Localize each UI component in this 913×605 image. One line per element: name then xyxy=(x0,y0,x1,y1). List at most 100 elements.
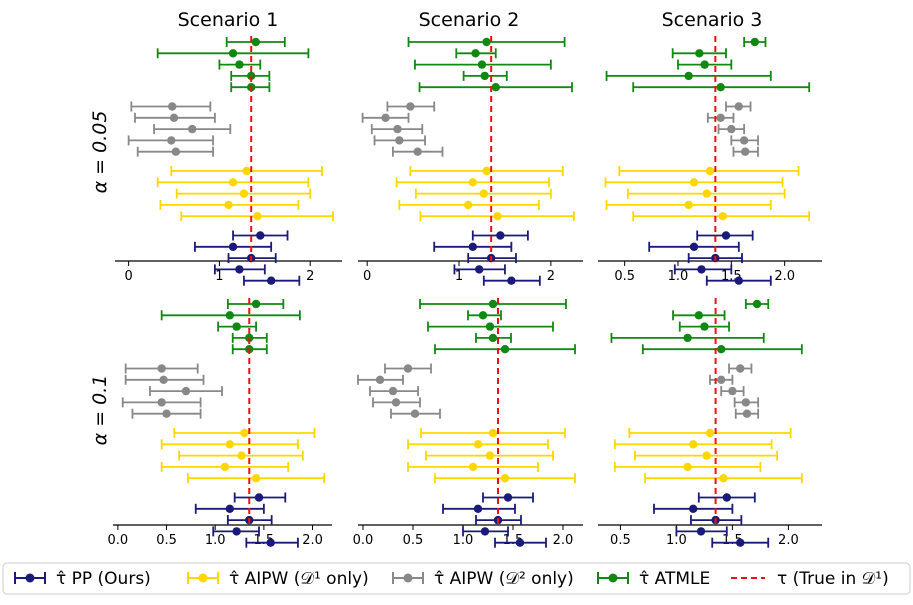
legend-entry-pp: τ̂ PP (Ours) xyxy=(14,569,151,589)
point-estimate-aipw2 xyxy=(739,136,749,145)
point-estimate-aipw1 xyxy=(718,212,727,221)
point-estimate-pp xyxy=(266,538,275,547)
point-estimate-pp xyxy=(696,527,706,536)
legend-entry-aipw2: τ̂ AIPW (𝒟² only) xyxy=(392,569,574,589)
point-estimate-pp xyxy=(225,504,234,513)
point-estimate-pp xyxy=(254,493,264,502)
panel-6: 0.5 1.0 1.5 2.0 xyxy=(598,298,822,548)
point-estimate-atmle xyxy=(471,49,480,58)
point-estimate-pp xyxy=(734,276,743,285)
point-estimate-aipw2 xyxy=(381,113,390,123)
point-estimate-pp xyxy=(689,504,698,513)
point-estimate-atmle xyxy=(232,322,241,331)
point-estimate-aipw2 xyxy=(391,398,401,407)
point-estimate-aipw1 xyxy=(251,474,261,483)
point-estimate-pp xyxy=(721,231,731,240)
point-estimate-pp xyxy=(507,276,516,285)
point-estimate-aipw1 xyxy=(493,212,502,221)
x-tick-label: 2.0 xyxy=(302,533,323,548)
point-estimate-aipw2 xyxy=(168,102,177,111)
point-estimate-aipw2 xyxy=(741,398,751,407)
row-label-alpha-01: α = 0.1 xyxy=(89,375,111,446)
point-estimate-pp xyxy=(235,265,244,274)
point-estimate-pp xyxy=(232,527,241,536)
point-estimate-atmle xyxy=(700,60,709,69)
point-estimate-aipw1 xyxy=(689,440,698,449)
point-estimate-pp xyxy=(480,527,490,536)
x-tick-label: 1 xyxy=(215,269,223,284)
point-estimate-pp xyxy=(228,242,238,251)
legend-frame xyxy=(2,562,911,595)
column-title-3: Scenario 3 xyxy=(662,9,763,31)
point-estimate-aipw1 xyxy=(500,474,510,483)
legend-marker-pp xyxy=(25,573,35,583)
point-estimate-aipw1 xyxy=(719,474,728,483)
point-estimate-pp xyxy=(256,231,265,240)
point-estimate-atmle xyxy=(500,345,510,354)
legend-marker-aipw1 xyxy=(198,573,208,583)
panels: 0 1 2 0 1 2 0.5 1.0 1.5 2.00.0 0.5 1.0 1.5 2.0 0.0 0.5 1… xyxy=(108,36,822,548)
point-estimate-aipw1 xyxy=(702,451,711,460)
point-estimate-aipw2 xyxy=(742,409,752,418)
point-estimate-aipw2 xyxy=(169,113,179,123)
point-estimate-aipw1 xyxy=(220,462,230,472)
point-estimate-atmle xyxy=(480,71,489,81)
point-estimate-aipw1 xyxy=(479,189,489,198)
point-estimate-aipw1 xyxy=(224,200,233,210)
point-estimate-atmle xyxy=(695,49,704,58)
legend-entry-atmle: τ̂ ATMLE xyxy=(597,569,710,589)
point-estimate-atmle xyxy=(251,37,260,47)
x-tick-label: 0.0 xyxy=(108,533,129,548)
point-estimate-pp xyxy=(697,265,706,274)
point-estimate-aipw2 xyxy=(157,398,166,407)
point-estimate-atmle xyxy=(251,299,261,309)
point-estimate-atmle xyxy=(694,311,703,320)
x-tick-label: 1.0 xyxy=(205,533,226,548)
legend-label-aipw1: τ̂ AIPW (𝒟¹ only) xyxy=(229,569,369,589)
point-estimate-atmle xyxy=(750,37,759,47)
point-estimate-pp xyxy=(468,242,477,251)
x-tick-label: 0.0 xyxy=(353,533,374,548)
point-estimate-pp xyxy=(503,493,513,502)
legend-label-atmle: τ̂ ATMLE xyxy=(639,569,710,589)
point-estimate-aipw1 xyxy=(253,212,262,221)
legend-marker-aipw2 xyxy=(403,573,413,583)
point-estimate-atmle xyxy=(477,60,487,69)
x-tick-label: 1.0 xyxy=(666,533,687,548)
point-estimate-aipw1 xyxy=(468,178,477,187)
legend-label-aipw2: τ̂ AIPW (𝒟² only) xyxy=(434,569,574,589)
point-estimate-aipw1 xyxy=(482,166,491,176)
point-estimate-aipw2 xyxy=(413,147,422,156)
legend-label-pp: τ̂ PP (Ours) xyxy=(56,569,151,589)
x-tick-label: 2.0 xyxy=(553,533,574,548)
point-estimate-atmle xyxy=(683,333,692,343)
point-estimate-atmle xyxy=(684,71,693,81)
point-estimate-aipw1 xyxy=(702,189,711,198)
point-estimate-pp xyxy=(689,242,699,251)
point-estimate-atmle xyxy=(245,333,254,343)
point-estimate-aipw2 xyxy=(741,147,750,156)
point-estimate-aipw1 xyxy=(705,166,715,176)
legend-marker-atmle xyxy=(608,573,618,583)
point-estimate-aipw1 xyxy=(705,428,715,438)
point-estimate-atmle xyxy=(482,37,491,47)
point-estimate-atmle xyxy=(700,322,709,331)
point-estimate-pp xyxy=(473,504,483,513)
point-estimate-atmle xyxy=(716,83,725,92)
point-estimate-aipw2 xyxy=(395,136,404,145)
point-estimate-aipw1 xyxy=(225,440,234,449)
point-estimate-aipw1 xyxy=(240,428,249,438)
x-tick-label: 2.0 xyxy=(774,269,795,284)
point-estimate-aipw1 xyxy=(683,462,692,472)
x-tick-label: 2 xyxy=(547,269,555,284)
row-label-alpha-005: α = 0.05 xyxy=(89,111,111,194)
point-estimate-aipw2 xyxy=(716,113,725,123)
point-estimate-aipw2 xyxy=(167,136,176,145)
point-estimate-atmle xyxy=(235,60,244,69)
point-estimate-atmle xyxy=(488,333,498,343)
point-estimate-atmle xyxy=(488,299,498,309)
panel-1: 0 1 2 xyxy=(115,36,342,286)
point-estimate-aipw2 xyxy=(159,375,168,384)
point-estimate-atmle xyxy=(717,345,726,354)
x-tick-label: 0.5 xyxy=(156,533,177,548)
